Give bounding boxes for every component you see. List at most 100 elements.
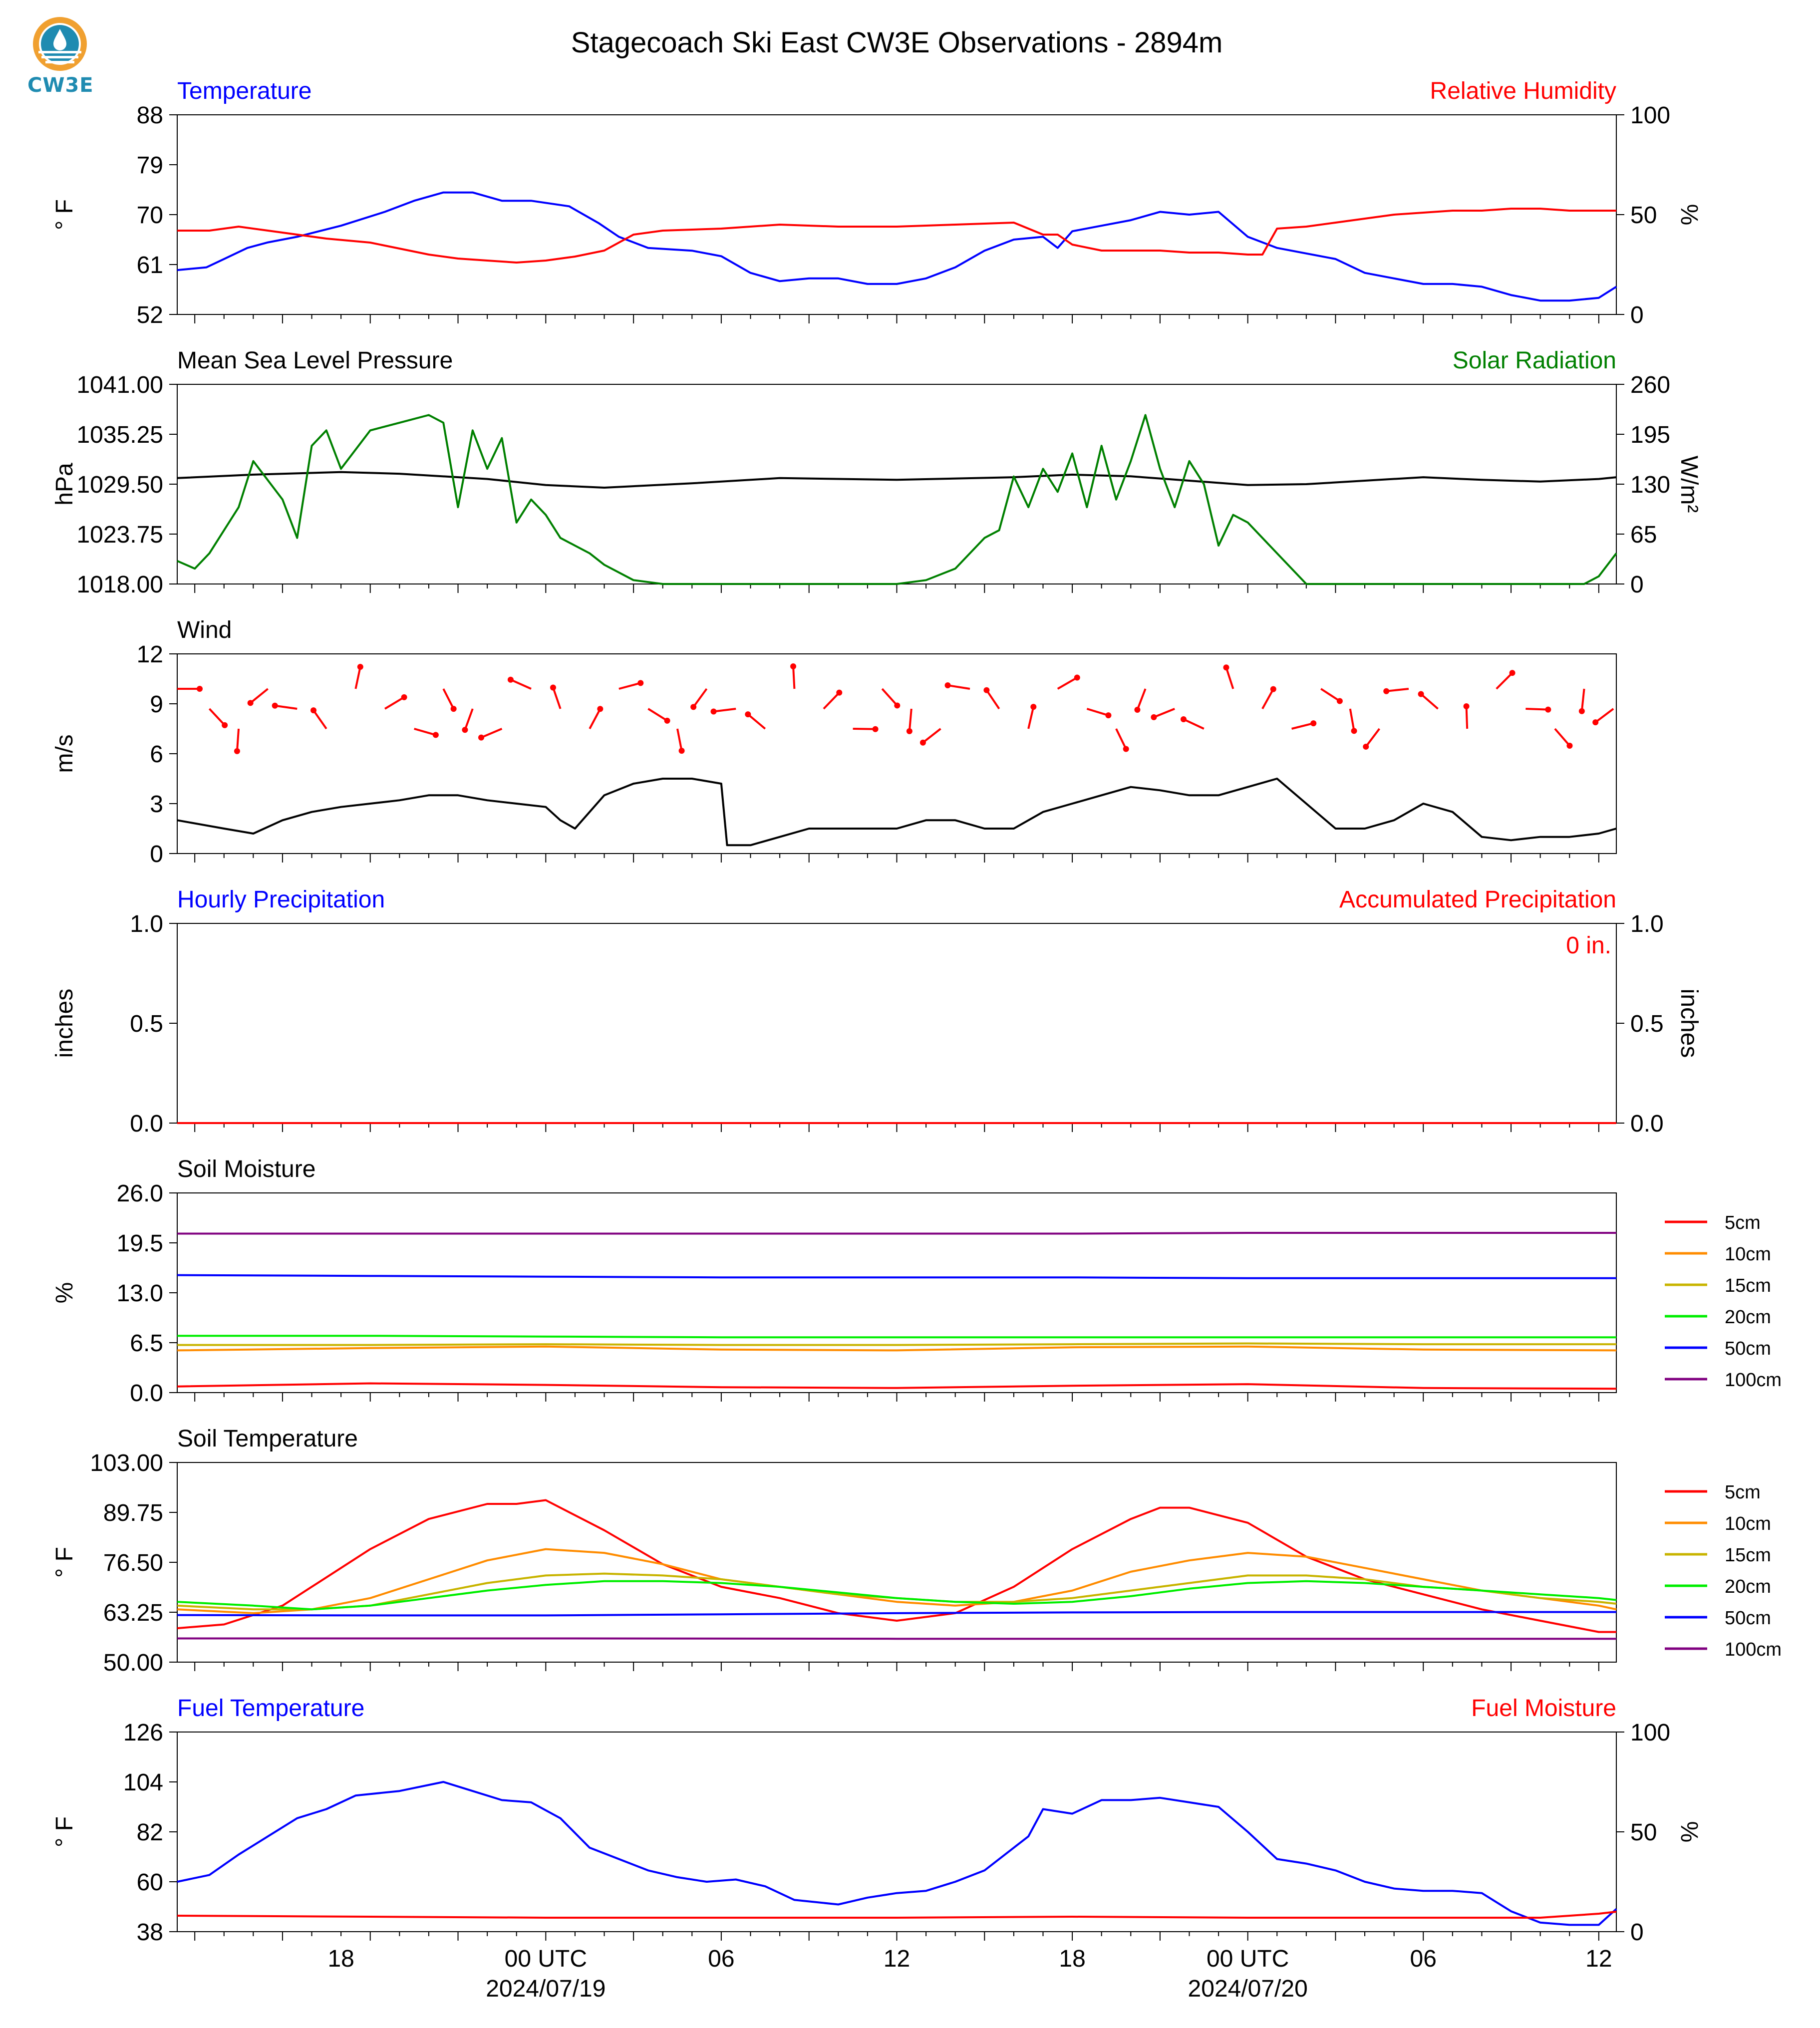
- y-tick-label-right: 260: [1630, 372, 1670, 398]
- wind-arrow-head: [919, 739, 926, 746]
- y-tick-label-right: 0.5: [1630, 1011, 1664, 1037]
- x-tick-label: 06: [1410, 1946, 1437, 1972]
- y-tick-label-right: 0.0: [1630, 1111, 1664, 1137]
- y-tick-label-left: 9: [150, 691, 163, 718]
- wind-arrow-head: [450, 706, 457, 712]
- y-tick-label-left: 13.0: [117, 1280, 163, 1307]
- wind-arrow: [1261, 688, 1274, 709]
- wind-arrow-head: [1074, 674, 1080, 681]
- y-tick-label-left: 1023.75: [76, 522, 163, 548]
- panel-title-left: Mean Sea Level Pressure: [177, 347, 453, 374]
- series-line-5cm: [177, 1382, 1617, 1390]
- y-axis-label-right: %: [1676, 1821, 1702, 1843]
- y-tick-label-right: 65: [1630, 522, 1657, 548]
- wind-arrow-head: [678, 748, 685, 754]
- wind-arrow-head: [357, 663, 363, 670]
- wind-arrow-head: [1123, 746, 1129, 752]
- legend-label-10cm: 10cm: [1725, 1513, 1771, 1534]
- series-line-fuel-moisture: [177, 1911, 1617, 1919]
- y-axis-label-left: ° F: [51, 1816, 78, 1847]
- legend-label-100cm: 100cm: [1725, 1639, 1782, 1660]
- legend-label-5cm: 5cm: [1725, 1482, 1761, 1503]
- x-tick-label: 00 UTC: [505, 1946, 587, 1972]
- y-tick-label-right: 0: [1630, 302, 1644, 328]
- wind-arrow-head: [1578, 708, 1585, 714]
- y-tick-label-right: 1.0: [1630, 911, 1664, 937]
- wind-arrow-head: [664, 717, 670, 724]
- y-tick-label-left: 61: [137, 252, 163, 279]
- y-tick-label-left: 0.0: [130, 1111, 163, 1137]
- wind-arrow-head: [1566, 742, 1573, 749]
- wind-arrow-head: [197, 686, 203, 692]
- legend-label-20cm: 20cm: [1725, 1307, 1771, 1328]
- y-tick-label-left: 38: [137, 1919, 163, 1946]
- series-line-10cm: [177, 1345, 1617, 1352]
- wind-arrow: [1057, 676, 1078, 690]
- legend-label-20cm: 20cm: [1725, 1576, 1771, 1597]
- y-tick-label-left: 103.00: [90, 1450, 163, 1476]
- wind-arrow-head: [272, 702, 278, 709]
- series-line-solar-radiation: [177, 414, 1617, 585]
- wind-arrow: [713, 708, 736, 713]
- x-tick-label: 12: [884, 1946, 910, 1972]
- wind-arrow: [1580, 688, 1585, 711]
- panel-frame: [177, 923, 1617, 1124]
- wind-arrow: [985, 689, 1000, 710]
- wind-arrow: [250, 688, 269, 704]
- wind-arrow-head: [234, 748, 240, 754]
- wind-arrow: [1349, 708, 1355, 731]
- y-tick-label-left: 104: [123, 1769, 163, 1796]
- wind-arrow-head: [1151, 714, 1157, 720]
- series-line-fuel-temperature: [177, 1781, 1617, 1926]
- wind-arrow: [1465, 706, 1469, 729]
- series-line-wind: [177, 778, 1617, 847]
- y-tick-label-left: 1029.50: [76, 472, 163, 498]
- wind-arrow: [414, 728, 436, 736]
- wind-arrow: [618, 682, 641, 690]
- y-axis-label-left: ° F: [51, 199, 78, 230]
- wind-arrow-head: [247, 700, 254, 706]
- wind-arrow: [312, 709, 327, 730]
- panel-frame: [177, 653, 1617, 854]
- x-tick-label: 00 UTC: [1207, 1946, 1289, 1972]
- y-tick-label-left: 12: [137, 641, 163, 668]
- wind-arrow-head: [462, 727, 468, 733]
- panel-frame: [177, 1732, 1617, 1932]
- y-tick-label-left: 0.0: [130, 1380, 163, 1407]
- wind-arrow-head: [1180, 716, 1187, 722]
- series-line-mean-sea-level-pressure: [177, 471, 1617, 489]
- y-tick-label-right: 100: [1630, 1720, 1670, 1746]
- wind-arrow-head: [1270, 686, 1276, 692]
- wind-arrow-head: [894, 702, 901, 709]
- wind-arrow-head: [1363, 743, 1369, 750]
- accumulated-precip-value: 0 in.: [1566, 932, 1611, 959]
- cw3e-logo-icon: [33, 17, 87, 71]
- legend-label-50cm: 50cm: [1725, 1338, 1771, 1359]
- wind-arrow-head: [637, 680, 644, 686]
- wind-arrow: [1115, 728, 1127, 750]
- series-line-50cm: [177, 1274, 1616, 1279]
- wind-arrow: [1525, 708, 1548, 711]
- series-line-temperature: [177, 191, 1617, 302]
- y-tick-label-left: 0.5: [130, 1011, 163, 1037]
- wind-arrow-head: [432, 732, 439, 738]
- panel-title-right: Relative Humidity: [1430, 78, 1616, 104]
- y-tick-label-left: 88: [137, 102, 163, 129]
- series-line-20cm: [177, 1335, 1616, 1339]
- panel-title-left: Soil Moisture: [177, 1156, 315, 1182]
- y-tick-label-left: 50.00: [103, 1650, 163, 1676]
- wind-arrow: [823, 692, 840, 710]
- panel-title-right: Accumulated Precipitation: [1339, 886, 1616, 913]
- panel-frame: [177, 1192, 1617, 1393]
- wind-arrow-head: [1030, 704, 1037, 710]
- y-tick-label-right: 195: [1630, 422, 1670, 448]
- x-tick-date: 2024/07/19: [486, 1976, 606, 2002]
- panel-frame: [177, 384, 1617, 584]
- wind-arrow: [908, 708, 912, 732]
- wind-arrow: [442, 688, 455, 710]
- y-tick-label-left: 3: [150, 791, 163, 818]
- y-tick-label-left: 1041.00: [76, 372, 163, 398]
- wind-arrow: [1086, 708, 1109, 717]
- legend-label-100cm: 100cm: [1725, 1370, 1782, 1391]
- x-tick-label: 06: [708, 1946, 734, 1972]
